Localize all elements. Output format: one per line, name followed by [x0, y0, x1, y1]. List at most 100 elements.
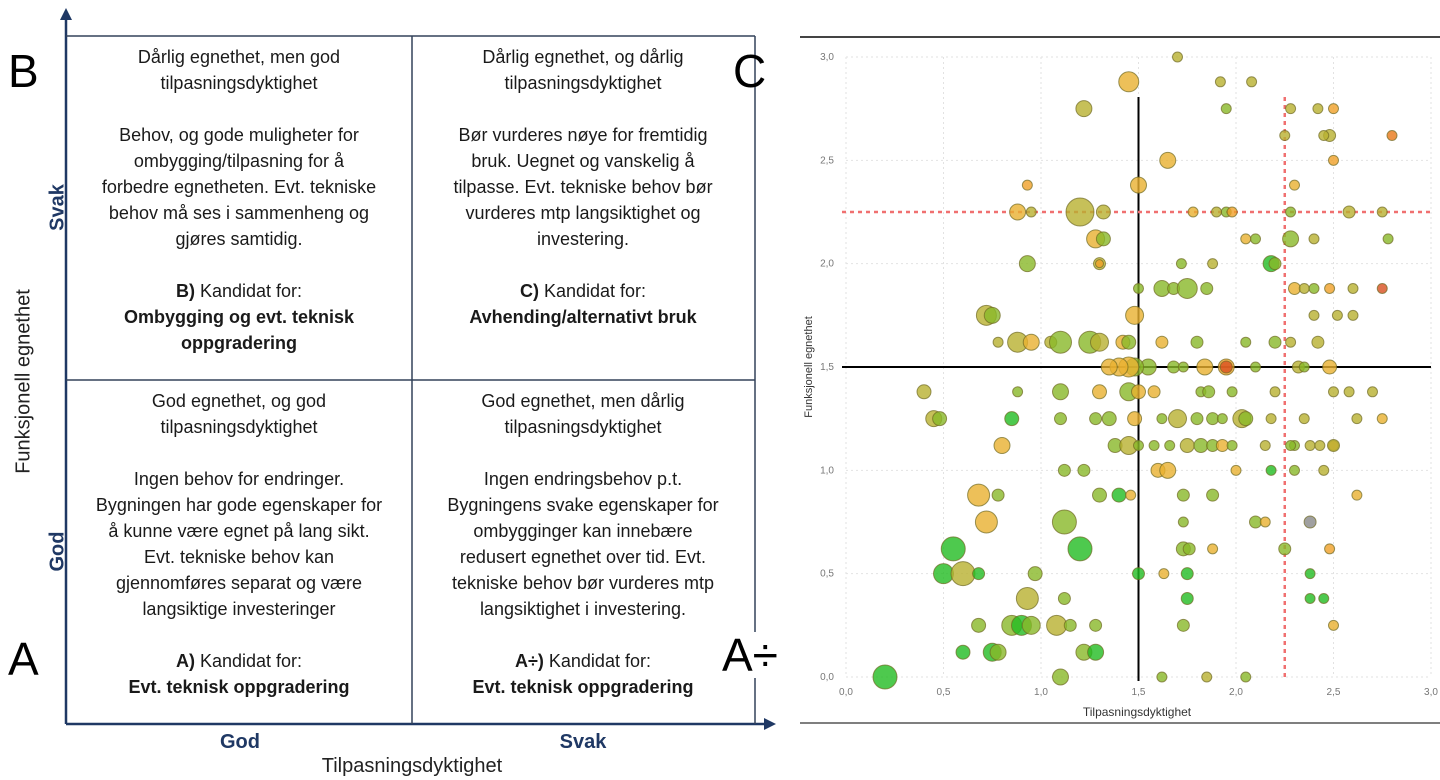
bubble-point — [1282, 230, 1300, 248]
bubble-point — [1200, 281, 1214, 295]
bubble-point — [989, 643, 1007, 661]
bubble-point — [1051, 509, 1077, 535]
bubble-point — [1111, 487, 1127, 503]
bubble-point — [1057, 591, 1071, 605]
quadrant-c-text: Dårlig egnethet, og dårlig tilpasningsdyk… — [453, 47, 713, 327]
bubble-point — [1046, 614, 1068, 636]
bubble-point — [1179, 438, 1195, 454]
chart-y-axis-title: Funksjonell egnethet — [803, 316, 815, 418]
bubble-point — [1249, 515, 1262, 529]
bubble-point — [1322, 359, 1338, 375]
bubble-point — [872, 664, 898, 690]
y-tick-label: 1,5 — [820, 362, 834, 373]
bubble-point — [1021, 179, 1033, 191]
bubble-point — [1190, 335, 1204, 349]
bubble-point — [1101, 411, 1117, 427]
bubble-point — [1052, 668, 1069, 686]
bubble-point — [1278, 542, 1292, 556]
bubble-point — [1226, 440, 1238, 452]
bubble-point — [1285, 440, 1297, 452]
bubble-point — [1168, 409, 1187, 429]
bubble-point — [974, 510, 998, 534]
bubble-point — [1087, 643, 1105, 661]
corner-label-c: C — [733, 45, 767, 97]
bubble-point — [1092, 384, 1107, 400]
bubble-point — [1347, 309, 1359, 321]
bubble-point — [1259, 440, 1271, 452]
bubble-point — [1164, 440, 1176, 452]
bubble-point — [1092, 487, 1107, 503]
x-tick-label: 0,5 — [937, 687, 951, 698]
bubble-point — [1063, 618, 1077, 632]
bubble-point — [1118, 71, 1140, 93]
bubble-point — [1230, 464, 1242, 476]
bubble-point — [1027, 566, 1043, 582]
bubble-point — [1057, 463, 1071, 477]
bubble-point — [1025, 206, 1037, 218]
bubble-point — [1049, 330, 1072, 354]
quadrant-matrix: B A Funksjonell egnethet Svak God God Sv… — [8, 8, 776, 777]
bubble-point — [1009, 203, 1027, 221]
bubble-point — [992, 336, 1004, 348]
bubble-point — [971, 617, 987, 633]
bubble-point — [1089, 412, 1103, 426]
bubble-point — [1215, 439, 1229, 453]
bubble-point — [1158, 568, 1170, 580]
bubble-point — [1318, 464, 1330, 476]
bubble-point — [1285, 336, 1297, 348]
bubble-point — [1328, 619, 1339, 631]
bubble-point — [1054, 412, 1067, 426]
bubble-point — [1324, 282, 1336, 294]
matrix-axes — [60, 8, 776, 730]
bubble-point — [1240, 671, 1252, 683]
bubble-point — [1156, 413, 1168, 425]
bubble-point — [1304, 440, 1316, 452]
bubble-point — [1121, 334, 1137, 350]
bubble-point — [1065, 197, 1095, 227]
bubble-point — [1155, 335, 1169, 349]
bubble-point — [1279, 130, 1291, 142]
bubble-point — [1351, 413, 1363, 425]
bubble-point — [991, 488, 1005, 502]
bubble-point — [1285, 206, 1297, 218]
bubble-point — [1090, 332, 1109, 352]
bubble-point — [1289, 464, 1300, 476]
bubble-point — [1206, 412, 1220, 426]
bubble-point — [916, 384, 932, 400]
bubble-point — [955, 644, 971, 660]
corner-label-a: A — [8, 633, 39, 685]
bubble-point — [983, 306, 1001, 324]
x-tick-label: 1,5 — [1132, 687, 1146, 698]
bubble-point — [1202, 385, 1216, 399]
bubble-point — [1304, 592, 1316, 604]
bubble-point — [1265, 464, 1277, 476]
y-tick-label: 2,5 — [820, 155, 834, 166]
y-tick-label: 2,0 — [820, 259, 834, 270]
x-tick-label: 2,0 — [1229, 687, 1243, 698]
bubble-point — [1159, 151, 1177, 169]
bubble-point — [1289, 179, 1300, 191]
bubble-point — [1021, 615, 1041, 635]
bubble-point — [1012, 386, 1024, 398]
bubble-point — [1246, 76, 1258, 88]
bubble-point — [1298, 282, 1310, 294]
bubble-point — [972, 567, 986, 581]
bubble-point — [1177, 361, 1189, 373]
bubble-point — [1201, 671, 1213, 683]
bubble-point — [1131, 384, 1146, 400]
bubble-point — [1226, 386, 1238, 398]
bubble-point — [1147, 385, 1161, 399]
bubble-point — [1342, 205, 1356, 219]
bubble-point — [1206, 488, 1220, 502]
bubble-point — [1314, 440, 1326, 452]
bubble-point — [950, 561, 976, 587]
bubble-point — [1175, 258, 1187, 270]
bubble-point — [1190, 412, 1204, 426]
bubble-point — [1238, 411, 1254, 427]
bubble-point — [1268, 257, 1282, 271]
bubble-point — [1328, 103, 1339, 115]
bubble-point — [1265, 413, 1277, 425]
x-tick-label: 2,5 — [1327, 687, 1341, 698]
bubble-point — [1376, 413, 1388, 425]
bubble-point — [1351, 489, 1363, 501]
